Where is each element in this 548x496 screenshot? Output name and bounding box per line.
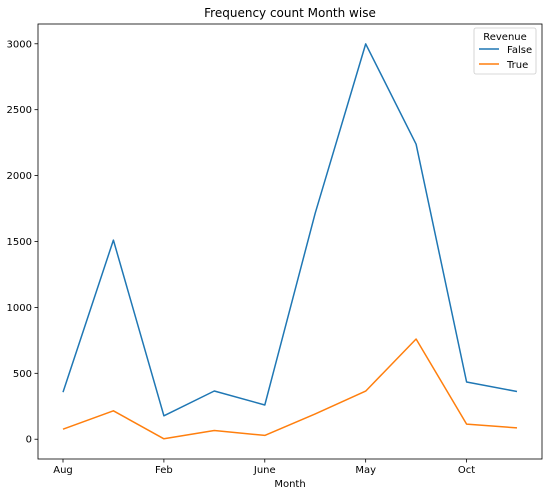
data-point-false xyxy=(516,391,518,393)
y-tick-label: 0 xyxy=(26,435,32,446)
data-point-true xyxy=(62,428,64,430)
y-tick-label: 500 xyxy=(13,369,32,380)
data-point-true xyxy=(214,430,216,432)
y-tick-label: 3000 xyxy=(7,39,32,50)
x-axis-title: Month xyxy=(274,479,305,490)
data-point-true xyxy=(314,413,316,415)
x-tick-label: Aug xyxy=(53,465,73,476)
series-line-true xyxy=(62,338,518,440)
series-line-false xyxy=(62,43,518,417)
y-tick-label: 1500 xyxy=(7,237,32,248)
y-tick-label: 2000 xyxy=(7,171,32,182)
data-point-true xyxy=(365,390,367,392)
data-point-true xyxy=(516,427,518,429)
data-point-true xyxy=(264,435,266,437)
data-point-true xyxy=(415,338,417,340)
data-point-false xyxy=(264,404,266,406)
y-tick-label: 2500 xyxy=(7,105,32,116)
data-point-false xyxy=(113,239,115,241)
legend-box xyxy=(473,27,537,75)
legend-title: Revenue xyxy=(483,32,527,43)
data-point-true xyxy=(113,410,115,412)
data-point-false xyxy=(415,143,417,145)
y-tick-label: 1000 xyxy=(7,303,32,314)
data-point-false xyxy=(314,212,316,214)
legend-label-true: True xyxy=(506,60,528,71)
x-tick-label: Feb xyxy=(155,465,173,476)
x-tick-label: Oct xyxy=(458,465,475,476)
data-point-false xyxy=(365,43,367,45)
legend-label-false: False xyxy=(507,45,532,56)
x-tick-label: May xyxy=(355,465,376,476)
data-point-true xyxy=(163,438,165,440)
plot-area: 0 500 1000 1500 2000 2500 3000 Aug Feb June May Oct xyxy=(7,23,543,476)
data-point-false xyxy=(214,390,216,392)
data-point-true xyxy=(466,423,468,425)
chart-title: Frequency count Month wise xyxy=(204,6,376,20)
legend: Revenue False True xyxy=(473,27,537,75)
data-point-false xyxy=(466,381,468,383)
x-tick-label: June xyxy=(253,465,276,476)
data-point-false xyxy=(62,391,64,393)
data-point-false xyxy=(163,415,165,417)
